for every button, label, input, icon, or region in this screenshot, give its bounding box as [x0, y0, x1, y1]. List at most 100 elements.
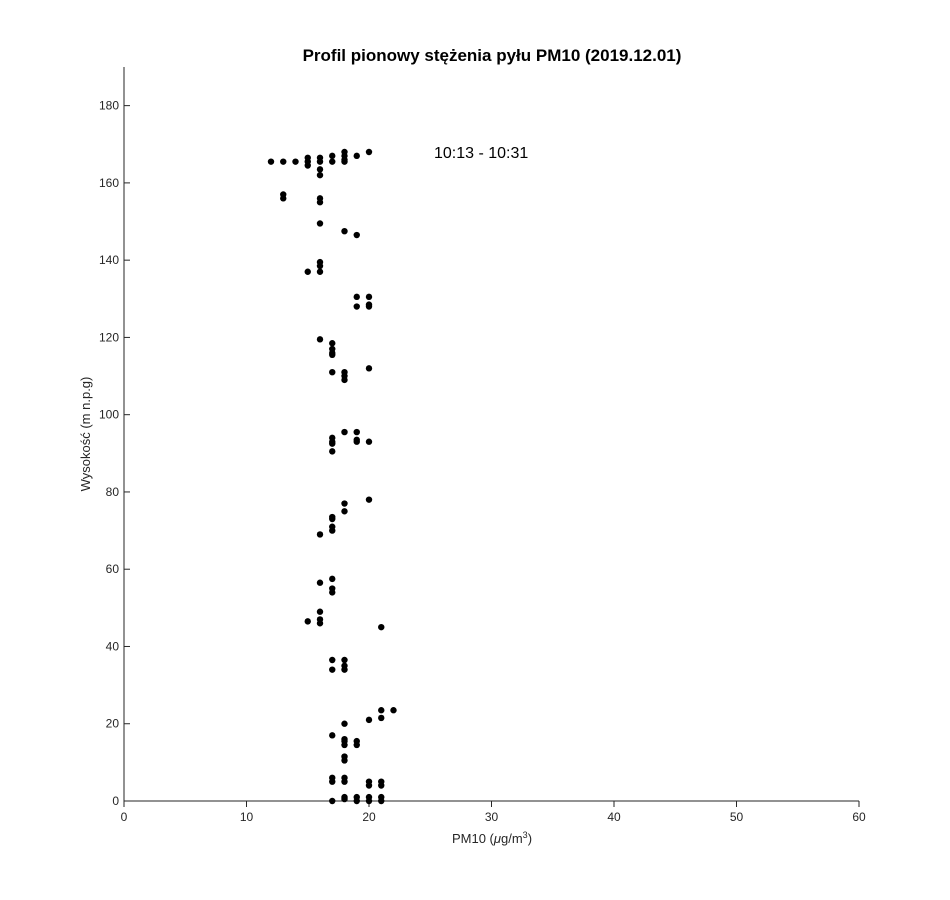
- x-axis-label-superscript: 3: [523, 830, 528, 840]
- data-point: [316, 336, 324, 343]
- y-tick-label: 0: [112, 794, 119, 808]
- x-axis-label-close: ): [528, 831, 532, 846]
- y-tick-label: 20: [106, 717, 120, 731]
- chart-title: Profil pionowy stężenia pyłu PM10 (2019.…: [303, 46, 682, 65]
- data-point: [329, 340, 336, 347]
- data-point: [304, 162, 311, 169]
- data-point: [365, 797, 373, 805]
- data-point: [329, 448, 336, 455]
- y-tick-label: 60: [106, 562, 120, 576]
- data-point: [292, 158, 299, 165]
- data-point: [378, 707, 385, 714]
- y-tick-label: 40: [106, 639, 120, 653]
- x-tick-label: 50: [730, 810, 744, 824]
- data-point: [365, 365, 373, 372]
- data-point: [329, 351, 336, 359]
- data-point: [280, 158, 287, 165]
- data-point: [316, 158, 324, 165]
- data-point: [267, 158, 275, 165]
- x-ticks: 0 10 20 30 40 50 60: [121, 801, 866, 824]
- data-point: [353, 303, 360, 310]
- data-point: [390, 707, 397, 714]
- data-point: [341, 741, 348, 749]
- y-tick-label: 160: [99, 176, 119, 190]
- data-point: [378, 782, 385, 789]
- data-point: [341, 757, 348, 764]
- data-points: [267, 148, 397, 805]
- data-point: [341, 656, 348, 664]
- data-point: [329, 152, 336, 160]
- y-tick-label: 120: [99, 330, 119, 344]
- data-point: [329, 589, 336, 596]
- data-point: [353, 152, 360, 160]
- data-point: [329, 527, 336, 534]
- data-point: [316, 171, 324, 179]
- y-tick-label: 180: [99, 99, 119, 113]
- y-axis-label: Wysokość (m n.p.g): [78, 377, 93, 492]
- data-point: [316, 199, 324, 206]
- data-point: [378, 623, 385, 631]
- y-tick-label: 80: [106, 485, 120, 499]
- x-tick-label: 0: [121, 810, 128, 824]
- data-point: [365, 716, 373, 724]
- data-point: [341, 500, 348, 507]
- x-axis-label-mu: μ: [493, 831, 501, 846]
- data-point: [341, 778, 348, 785]
- data-point: [329, 158, 336, 165]
- data-point: [365, 148, 373, 156]
- data-point: [316, 608, 324, 615]
- x-axis-label-text: PM10 (: [452, 831, 495, 846]
- data-point: [341, 720, 348, 727]
- x-tick-label: 20: [362, 810, 376, 824]
- data-point: [353, 231, 360, 239]
- data-point: [304, 268, 311, 275]
- data-point: [329, 515, 336, 523]
- data-point: [316, 579, 324, 586]
- data-point: [329, 797, 336, 805]
- data-point: [378, 714, 385, 722]
- data-point: [329, 656, 336, 664]
- data-point: [316, 268, 324, 275]
- time-range-annotation: 10:13 - 10:31: [434, 145, 528, 162]
- data-point: [365, 303, 373, 310]
- y-ticks: 0 20 40 60 80 100 120 140 160 180: [99, 99, 130, 808]
- data-point: [341, 666, 348, 673]
- y-tick-label: 100: [99, 408, 119, 422]
- data-point: [341, 428, 348, 436]
- data-point: [316, 220, 324, 227]
- data-point: [280, 195, 287, 202]
- data-point: [378, 797, 385, 805]
- data-point: [341, 508, 348, 515]
- x-tick-label: 60: [852, 810, 866, 824]
- data-point: [365, 293, 373, 301]
- data-point: [353, 293, 360, 301]
- data-point: [316, 166, 324, 173]
- data-point: [365, 438, 373, 445]
- data-point: [329, 575, 336, 583]
- data-point: [341, 793, 348, 801]
- data-point: [341, 376, 348, 384]
- data-point: [353, 428, 360, 436]
- x-tick-label: 10: [240, 810, 254, 824]
- data-point: [365, 496, 373, 503]
- y-tick-label: 140: [99, 253, 119, 267]
- x-tick-label: 40: [607, 810, 621, 824]
- data-point: [353, 741, 360, 749]
- data-point: [304, 618, 311, 625]
- axes: [123, 67, 859, 802]
- data-point: [341, 158, 348, 165]
- data-point: [316, 620, 324, 627]
- x-axis-label-unit: g/m: [501, 831, 523, 846]
- x-tick-label: 30: [485, 810, 499, 824]
- data-point: [329, 368, 336, 376]
- data-point: [329, 666, 336, 673]
- data-point: [341, 227, 348, 235]
- data-point: [316, 531, 324, 538]
- data-point: [329, 778, 336, 785]
- data-point: [365, 782, 373, 789]
- data-point: [353, 438, 360, 445]
- data-point: [329, 440, 336, 447]
- data-point: [316, 262, 324, 270]
- x-axis-label: PM10 (μg/m3): [452, 830, 532, 846]
